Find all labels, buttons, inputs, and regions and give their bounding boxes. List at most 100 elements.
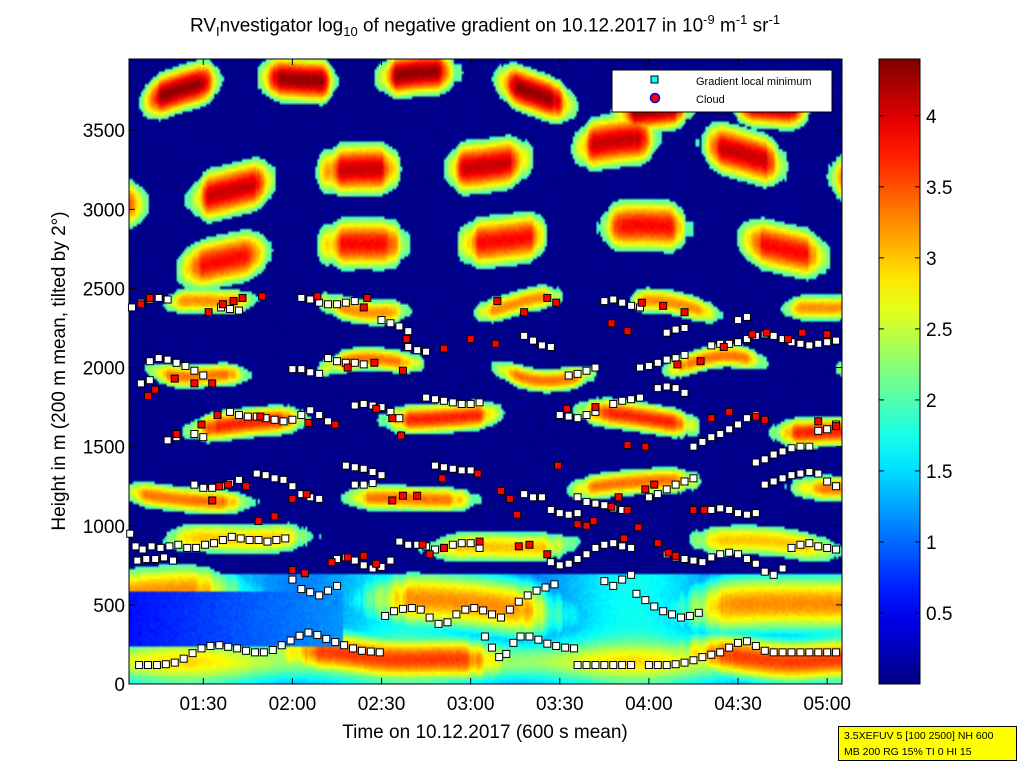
gradient-min-marker	[760, 567, 769, 576]
gradient-min-marker	[201, 540, 210, 549]
gradient-min-marker	[163, 436, 172, 445]
gradient-min-marker	[600, 661, 609, 670]
gradient-min-marker	[546, 342, 555, 351]
heatmap-image	[129, 59, 842, 684]
gradient-min-marker	[138, 545, 147, 554]
gradient-min-marker	[197, 644, 206, 653]
gradient-min-marker	[281, 534, 290, 543]
gradient-min-marker	[573, 414, 582, 423]
gradient-min-marker	[734, 316, 743, 325]
gradient-min-marker	[734, 509, 743, 518]
gradient-min-marker	[685, 611, 694, 620]
gradient-min-marker	[315, 591, 324, 600]
y-tick-label: 2000	[83, 359, 125, 380]
gradient-min-marker	[439, 396, 448, 405]
gradient-min-marker	[226, 305, 235, 313]
cloud-marker	[696, 357, 705, 366]
gradient-min-marker	[537, 341, 546, 350]
gradient-min-marker	[495, 653, 504, 662]
gradient-min-marker	[297, 411, 306, 420]
colorbar-tick-label: 2	[926, 391, 937, 412]
legend-label-cloud: Cloud	[696, 94, 725, 106]
gradient-min-marker	[190, 366, 199, 375]
gradient-min-marker	[573, 509, 582, 518]
gradient-min-marker	[680, 323, 689, 332]
cloud-marker	[466, 335, 475, 344]
gradient-min-marker	[151, 555, 160, 563]
cloud-marker	[288, 494, 297, 503]
gradient-min-marker	[505, 605, 514, 614]
gradient-min-marker	[516, 632, 525, 641]
cloud-marker	[304, 418, 313, 427]
info-line-1: 3.5XEFUV 5 [100 2500] NH 600	[844, 730, 994, 742]
gradient-min-marker	[680, 388, 689, 397]
gradient-min-marker	[190, 430, 199, 438]
legend-square-marker	[650, 75, 659, 84]
gradient-min-marker	[618, 661, 627, 670]
gradient-min-marker	[448, 540, 457, 549]
cloud-marker	[359, 303, 368, 312]
cloud-marker	[680, 308, 689, 317]
gradient-min-marker	[395, 537, 404, 546]
gradient-min-marker	[537, 493, 546, 502]
colorbar-gradient	[878, 58, 921, 685]
gradient-min-marker	[199, 483, 208, 492]
gradient-min-marker	[488, 643, 497, 652]
cloud-marker	[512, 510, 521, 519]
cloud-marker	[634, 523, 643, 532]
gradient-min-marker	[297, 585, 306, 594]
gradient-min-marker	[448, 398, 457, 407]
title-part: -1	[768, 12, 781, 27]
gradient-min-marker	[561, 643, 570, 652]
gradient-min-marker	[431, 545, 440, 554]
gradient-min-marker	[145, 376, 154, 385]
gradient-min-marker	[324, 354, 333, 363]
cloud-marker	[331, 420, 340, 429]
gradient-min-marker	[306, 295, 315, 304]
gradient-min-marker	[341, 461, 350, 470]
cloud-marker	[398, 366, 407, 375]
gradient-min-marker	[734, 338, 743, 347]
cloud-marker	[270, 512, 279, 521]
gradient-min-marker	[233, 644, 242, 653]
gradient-min-marker	[582, 411, 591, 420]
gradient-min-marker	[386, 319, 395, 328]
cloud-marker	[425, 550, 434, 559]
gradient-min-marker	[322, 634, 331, 643]
gradient-min-marker	[716, 430, 725, 438]
cloud-marker	[623, 327, 632, 336]
gradient-min-marker	[288, 482, 297, 491]
cloud-marker	[343, 363, 352, 372]
gradient-min-marker	[676, 613, 685, 622]
gradient-min-marker	[404, 540, 413, 549]
gradient-min-marker	[769, 450, 778, 459]
gradient-min-marker	[377, 316, 386, 325]
cloud-marker	[475, 537, 484, 546]
gradient-min-marker	[769, 477, 778, 486]
gradient-min-marker	[234, 306, 243, 315]
y-tick-label: 1000	[83, 517, 125, 538]
gradient-min-marker	[644, 361, 653, 370]
gradient-min-marker	[480, 632, 489, 641]
gradient-min-marker	[270, 474, 279, 483]
x-axis: 01:30 02:00 02:30 03:00 03:30 04:00 04:30 05:00	[180, 59, 851, 715]
gradient-min-marker	[671, 384, 680, 393]
gradient-min-marker	[787, 444, 796, 453]
gradient-min-marker	[407, 604, 416, 613]
gradient-min-marker	[165, 542, 174, 551]
gradient-min-marker	[341, 298, 350, 307]
cloud-marker	[398, 491, 407, 500]
gradient-min-marker	[448, 464, 457, 473]
colorbar-tick-label: 0.5	[926, 604, 952, 625]
gradient-min-marker	[609, 399, 618, 408]
gradient-min-marker	[742, 510, 751, 519]
gradient-min-marker	[541, 583, 550, 592]
gradient-min-marker	[457, 466, 466, 475]
cloud-marker	[573, 520, 582, 529]
gradient-min-marker	[716, 648, 725, 657]
gradient-min-marker	[591, 363, 600, 372]
gradient-min-marker	[422, 393, 431, 402]
cloud-marker	[218, 300, 227, 309]
gradient-min-marker	[823, 425, 832, 434]
gradient-min-marker	[564, 559, 573, 568]
